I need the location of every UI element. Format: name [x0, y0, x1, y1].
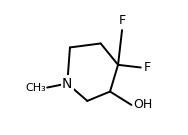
Text: N: N [62, 77, 72, 91]
Text: CH₃: CH₃ [26, 82, 47, 92]
Text: F: F [118, 14, 126, 27]
Text: OH: OH [133, 98, 153, 111]
Text: F: F [144, 61, 151, 74]
